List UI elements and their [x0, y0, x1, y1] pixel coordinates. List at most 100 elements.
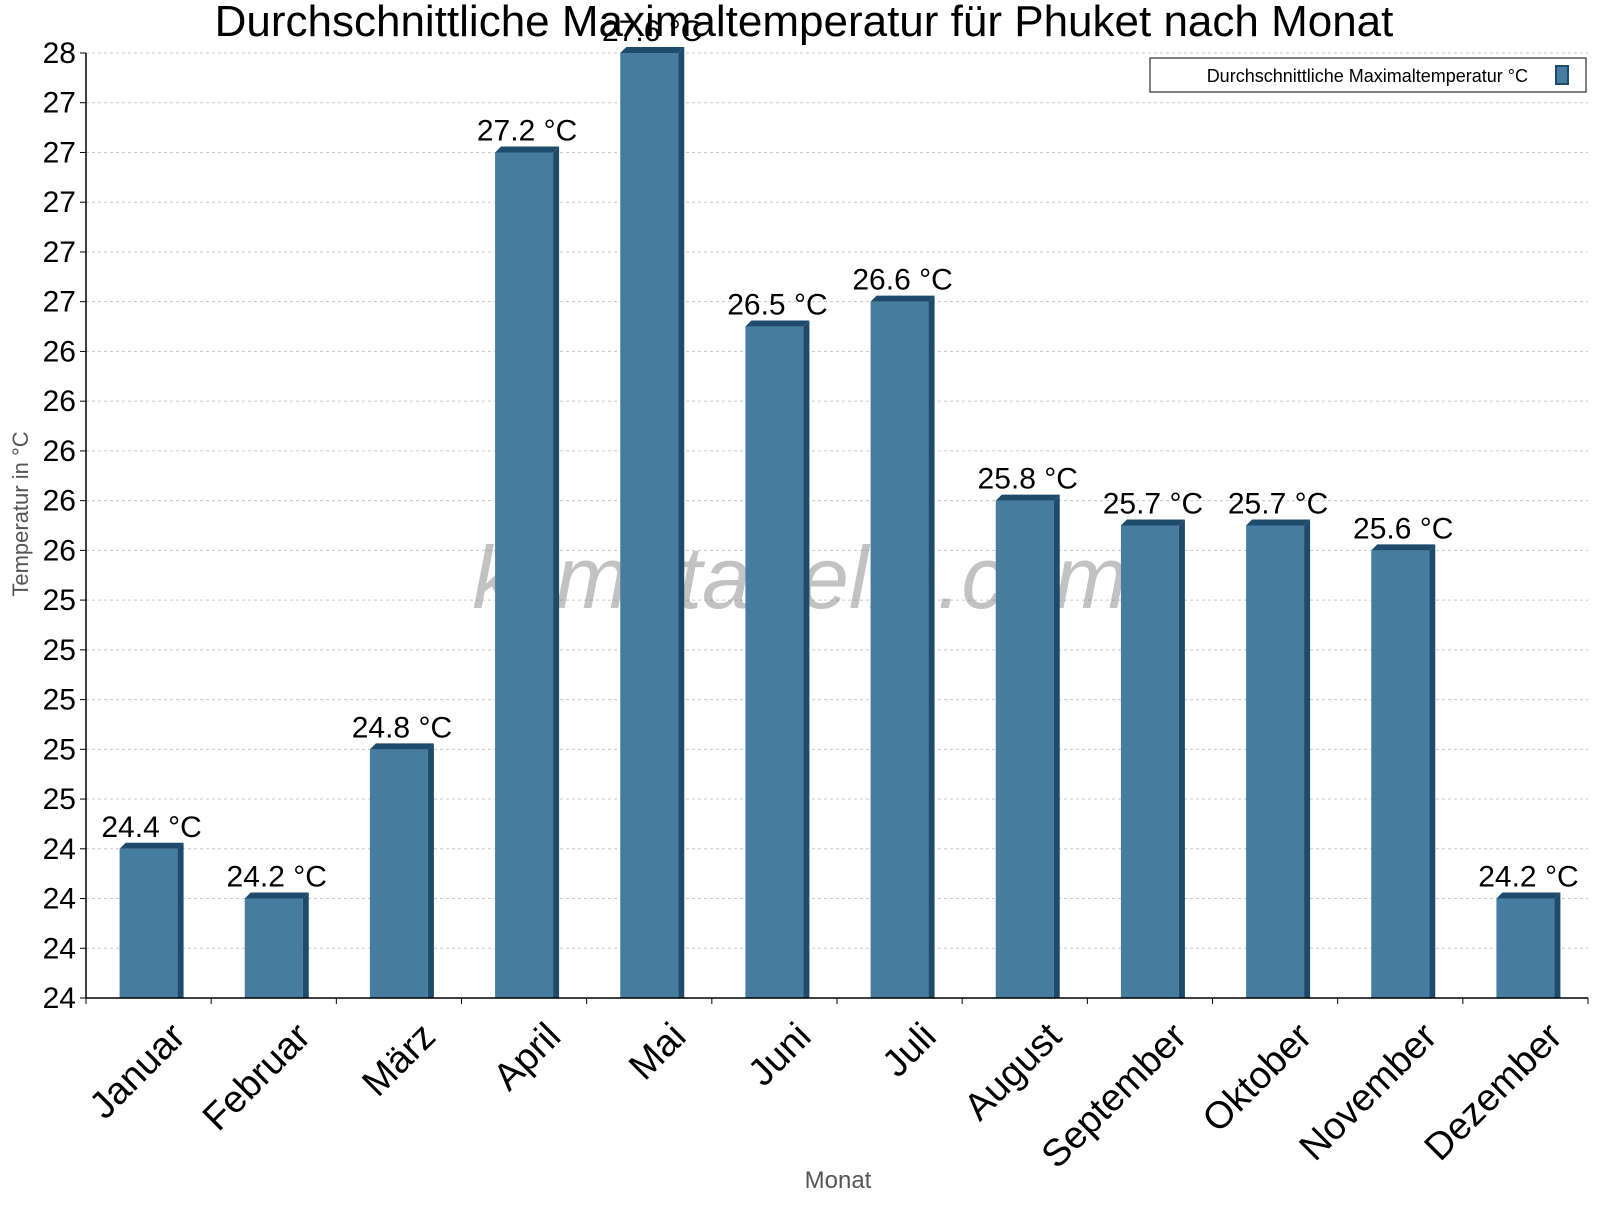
bar-top	[1496, 892, 1561, 899]
x-tick-label: Dezember	[1417, 1015, 1571, 1169]
legend-label: Durchschnittliche Maximaltemperatur °C	[1207, 66, 1528, 86]
y-tick-label: 25	[43, 733, 76, 766]
y-tick-label: 25	[43, 584, 76, 617]
data-label: 24.2 °C	[1478, 861, 1578, 894]
bar-top	[620, 47, 685, 53]
bar-side	[1053, 494, 1060, 998]
bar-face	[870, 301, 929, 998]
bar	[870, 295, 935, 998]
bar-side	[427, 743, 434, 998]
y-tick-label: 25	[43, 684, 76, 717]
y-tick-label: 24	[43, 932, 76, 965]
data-label: 26.5 °C	[727, 289, 827, 322]
x-tick-label: März	[355, 1015, 444, 1104]
bar-face	[1371, 550, 1430, 998]
bar	[1120, 519, 1185, 998]
data-label: 26.6 °C	[852, 264, 952, 297]
y-tick-label: 28	[43, 37, 76, 70]
bar-face	[244, 898, 303, 998]
data-label: 24.8 °C	[352, 711, 452, 744]
y-tick-label: 25	[43, 634, 76, 667]
x-tick-label: Oktober	[1195, 1015, 1321, 1141]
bar-top	[745, 320, 810, 327]
y-tick-labels: 24 24 24 24 25 25 25 25 25 26 26 26 26 26 27 27 27 27 27 28	[43, 37, 86, 1015]
bar-face	[1496, 898, 1555, 998]
gridlines	[86, 52, 1588, 949]
bar-side	[803, 320, 810, 999]
bar-top	[244, 892, 309, 899]
bar-side	[678, 47, 685, 998]
y-tick-label: 26	[43, 335, 76, 368]
y-tick-label: 27	[43, 236, 76, 269]
bar-side	[553, 146, 560, 998]
bar-side	[1178, 519, 1185, 998]
bar	[745, 320, 810, 999]
x-tick-labels: Januar Februar März April Mai Juni Juli AugustS…	[82, 1015, 1571, 1176]
bar-face	[369, 749, 428, 998]
legend-swatch	[1555, 65, 1569, 85]
y-tick-label: 24	[43, 883, 76, 916]
bar-face	[1246, 525, 1305, 998]
y-tick-label: 27	[43, 186, 76, 219]
data-label: 25.8 °C	[978, 463, 1078, 496]
bar	[495, 146, 560, 998]
bar	[1371, 544, 1436, 998]
bar-face	[745, 326, 804, 999]
bar-top	[1120, 519, 1185, 526]
bar	[119, 842, 184, 998]
bar	[620, 47, 685, 998]
bar-top	[870, 295, 935, 302]
data-label: 25.7 °C	[1228, 488, 1328, 521]
bar-top	[119, 842, 184, 849]
bar	[1246, 519, 1311, 998]
x-axis-label: Monat	[805, 1167, 872, 1194]
x-tick-label: Juli	[875, 1015, 945, 1085]
bar-top	[495, 146, 560, 153]
bar	[369, 743, 434, 998]
bar-side	[928, 295, 935, 998]
legend-box	[1149, 57, 1587, 93]
bar-top	[1246, 519, 1311, 526]
y-tick-label: 27	[43, 286, 76, 319]
y-tick-label: 26	[43, 485, 76, 518]
x-tick-label: Juni	[740, 1015, 819, 1094]
bar	[995, 494, 1060, 998]
x-tick-label: Februar	[195, 1015, 319, 1139]
data-labels: 24.4 °C 24.2 °C 24.8 °C 27.2 °C 27.6 °C 26.5 …	[101, 15, 1578, 894]
bar-face	[119, 848, 178, 998]
data-label: 27.6 °C	[602, 15, 702, 48]
bar	[1496, 892, 1561, 998]
axes	[85, 53, 1589, 1004]
y-axis-label: Temperatur in °C	[8, 431, 33, 596]
bar-face	[620, 53, 679, 998]
bar-top	[369, 743, 434, 750]
bar-side	[1554, 892, 1561, 998]
data-label: 25.6 °C	[1353, 512, 1453, 545]
chart-title: Durchschnittliche Maximaltemperatur für …	[215, 0, 1394, 46]
data-label: 27.2 °C	[477, 114, 577, 147]
y-tick-label: 26	[43, 385, 76, 418]
bar-face	[1120, 525, 1179, 998]
bar-side	[302, 892, 309, 998]
data-label: 24.2 °C	[227, 861, 327, 894]
data-label: 24.4 °C	[101, 811, 201, 844]
data-label: 25.7 °C	[1103, 488, 1203, 521]
bar-face	[495, 152, 554, 998]
bars	[119, 47, 1561, 999]
bar-face	[995, 500, 1054, 998]
bar-top	[1371, 544, 1436, 551]
bar-side	[1304, 519, 1311, 998]
y-tick-label: 25	[43, 783, 76, 816]
y-tick-label: 24	[43, 982, 76, 1015]
y-tick-label: 24	[43, 833, 76, 866]
x-tick-label: Mai	[621, 1015, 694, 1088]
x-tick-label: April	[486, 1015, 569, 1098]
bar	[244, 892, 309, 998]
y-tick-label: 27	[43, 87, 76, 120]
y-tick-label: 26	[43, 534, 76, 567]
y-tick-label: 27	[43, 136, 76, 169]
legend: Durchschnittliche Maximaltemperatur °C	[1149, 57, 1587, 93]
y-tick-label: 26	[43, 435, 76, 468]
